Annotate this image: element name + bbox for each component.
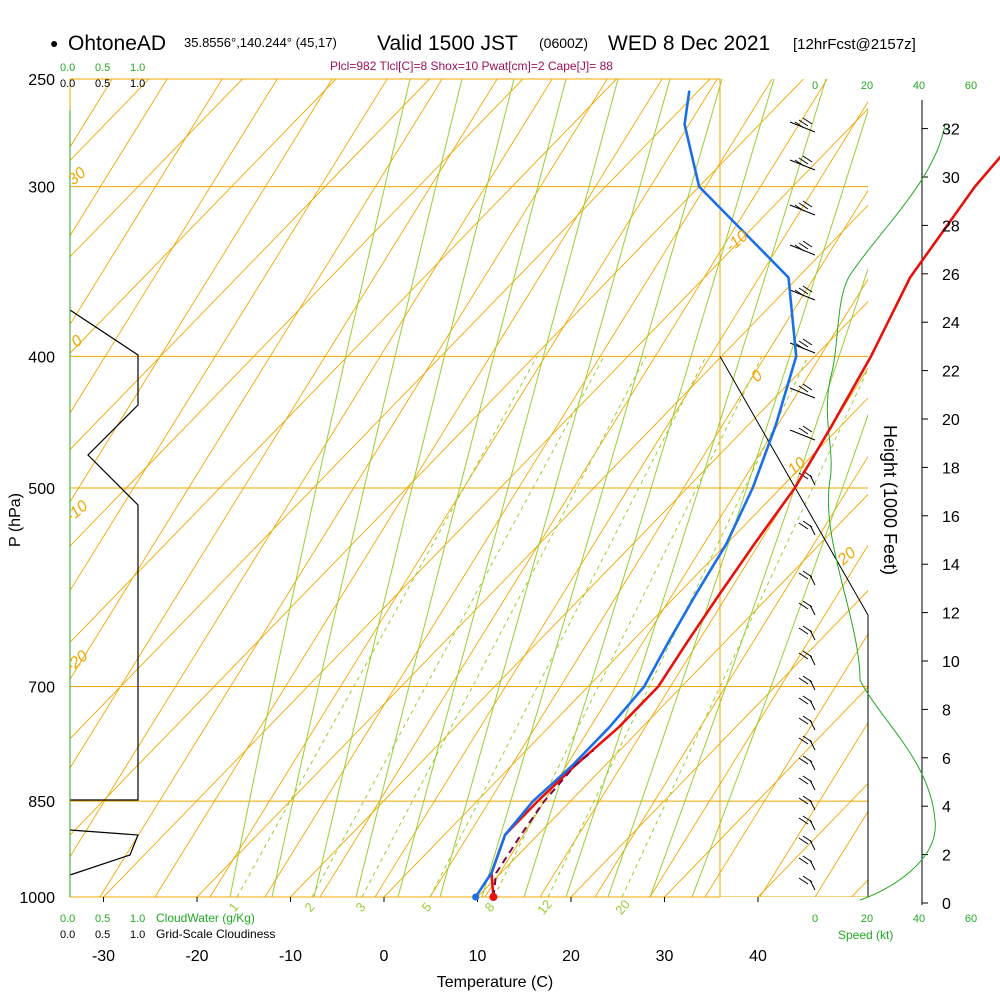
height-axis-title: Height (1000 Feet) bbox=[880, 425, 900, 575]
mixing-ratio-label: 20 bbox=[612, 897, 633, 918]
height-tick-label: 8 bbox=[942, 702, 951, 719]
cloud-scale-label-top: 0.5 bbox=[95, 62, 110, 74]
mixing-ratio-line bbox=[430, 356, 706, 897]
mixing-ratio-label: 3 bbox=[352, 900, 368, 915]
pressure-tick-label: 850 bbox=[28, 794, 55, 811]
cloud-scale-label-bottom: 0.0 bbox=[60, 929, 75, 941]
x-tick-label: 30 bbox=[656, 948, 674, 965]
x-tick-label: -10 bbox=[279, 948, 302, 965]
wind-speed-tick-top: 60 bbox=[965, 80, 977, 92]
indices-line: Plcl=982 Tlcl[C]=8 Shox=10 Pwat[cm]=2 Ca… bbox=[330, 59, 613, 73]
cloudiness-profile bbox=[70, 310, 138, 800]
height-tick-label: 30 bbox=[942, 170, 960, 187]
isotherm-line bbox=[945, 79, 1000, 897]
isotherm-line bbox=[852, 79, 1000, 897]
station-coords: 35.8556°,140.244° (45,17) bbox=[184, 35, 337, 50]
cloud-scale-label-top: 0.0 bbox=[60, 78, 75, 90]
pressure-tick-label: 400 bbox=[28, 349, 55, 366]
header-marker: ● bbox=[50, 35, 58, 51]
grid-lines bbox=[0, 79, 1000, 897]
x-tick-label: -20 bbox=[185, 948, 208, 965]
x-tick-label: 10 bbox=[469, 948, 487, 965]
x-tick-label: -30 bbox=[92, 948, 115, 965]
height-tick-label: 16 bbox=[942, 509, 960, 526]
x-tick-label: 20 bbox=[562, 948, 580, 965]
mixing-ratio-line bbox=[237, 356, 537, 897]
y-axis-title: P (hPa) bbox=[7, 493, 24, 547]
mixing-ratio-label: 2 bbox=[301, 900, 317, 915]
mixing-ratio-line bbox=[312, 356, 604, 897]
dewpoint-line bbox=[476, 91, 797, 897]
pressure-tick-label: 1000 bbox=[19, 890, 55, 907]
height-tick-label: 0 bbox=[942, 896, 951, 913]
wind-panel-boundary bbox=[720, 356, 868, 897]
x-tick-label: 0 bbox=[380, 948, 389, 965]
height-tick-label: 12 bbox=[942, 606, 960, 623]
utc-time: (0600Z) bbox=[539, 35, 588, 51]
x-axis-title: Temperature (C) bbox=[437, 974, 553, 991]
height-tick-label: 14 bbox=[942, 557, 960, 574]
wind-speed-tick-bottom: 60 bbox=[965, 913, 977, 925]
station-name: OhtoneAD bbox=[68, 32, 166, 55]
cloud-scale-label-top: 0.5 bbox=[95, 78, 110, 90]
height-tick-label: 24 bbox=[942, 315, 960, 332]
pressure-tick-label: 250 bbox=[28, 72, 55, 89]
valid-date: WED 8 Dec 2021 bbox=[608, 32, 770, 55]
forecast-tag: [12hrFcst@2157z] bbox=[793, 36, 916, 53]
height-tick-label: 32 bbox=[942, 122, 960, 139]
pressure-tick-label: 700 bbox=[28, 680, 55, 697]
surface-dew-point bbox=[472, 894, 479, 901]
pressure-tick-label: 500 bbox=[28, 481, 55, 498]
pressure-tick-label: 300 bbox=[28, 180, 55, 197]
mixing-ratio-label: 5 bbox=[418, 900, 434, 915]
valid-time: Valid 1500 JST bbox=[377, 32, 518, 55]
height-tick-label: 22 bbox=[942, 364, 960, 381]
height-tick-label: 2 bbox=[942, 848, 951, 865]
cloud-scale-label-bottom: 1.0 bbox=[130, 929, 145, 941]
dry-adiabat-line bbox=[925, 79, 1000, 897]
height-tick-label: 10 bbox=[942, 654, 960, 671]
cloud-scale-label-top: 1.0 bbox=[130, 78, 145, 90]
height-tick-label: 20 bbox=[942, 412, 960, 429]
mixing-ratio-line bbox=[362, 356, 646, 897]
wind-speed-tick-bottom: 20 bbox=[861, 913, 873, 925]
mixing-ratio-label: 12 bbox=[534, 897, 555, 918]
isotherm-label: -10 bbox=[63, 498, 92, 526]
cloudwater-label: CloudWater (g/Kg) bbox=[156, 911, 255, 925]
parcel-line bbox=[493, 750, 593, 897]
cloud-scale-label-bottom: 0.5 bbox=[95, 929, 110, 941]
height-tick-label: 18 bbox=[942, 460, 960, 477]
surface-temp-point bbox=[489, 893, 497, 901]
dry-adiabat-line bbox=[980, 79, 1000, 897]
cloud-scale-label-bottom: 1.0 bbox=[130, 913, 145, 925]
cloud-scale-label-top: 0.0 bbox=[60, 62, 75, 74]
cloudiness-label: Grid-Scale Cloudiness bbox=[156, 927, 275, 941]
wind-speed-tick-bottom: 40 bbox=[913, 913, 925, 925]
x-tick-label: 40 bbox=[749, 948, 767, 965]
wind-speed-label: Speed (kt) bbox=[838, 928, 893, 942]
height-tick-label: 26 bbox=[942, 267, 960, 284]
cloud-scale-label-bottom: 0.5 bbox=[95, 913, 110, 925]
wind-speed-tick-bottom: 0 bbox=[812, 913, 818, 925]
dry-adiabat-line bbox=[0, 79, 2, 897]
cloud-scale-label-top: 1.0 bbox=[130, 62, 145, 74]
height-tick-label: 28 bbox=[942, 218, 960, 235]
height-tick-label: 4 bbox=[942, 799, 951, 816]
wind-speed-tick-top: 20 bbox=[861, 80, 873, 92]
mixing-ratio-label: 8 bbox=[481, 900, 497, 915]
isotherm-label: 30 bbox=[65, 164, 90, 189]
height-tick-label: 6 bbox=[942, 751, 951, 768]
isotherm-label: 0 bbox=[748, 367, 766, 386]
isotherm-label: 0 bbox=[68, 332, 86, 351]
isotherm-label: -10 bbox=[723, 228, 752, 256]
wind-speed-tick-top: 0 bbox=[812, 80, 818, 92]
cloud-scale-label-bottom: 0.0 bbox=[60, 913, 75, 925]
mixing-ratio-line bbox=[494, 356, 762, 897]
wind-speed-tick-top: 40 bbox=[913, 80, 925, 92]
